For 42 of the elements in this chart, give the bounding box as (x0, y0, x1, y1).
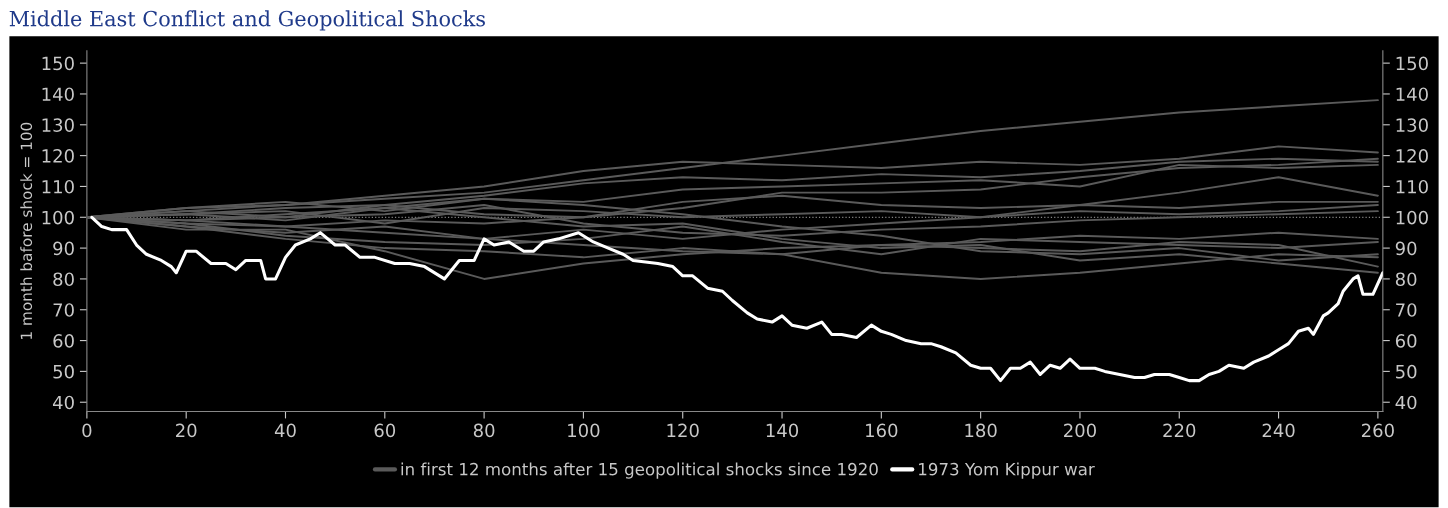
x-tick-label: 220 (1163, 423, 1196, 438)
y-tick-label: 140 (42, 87, 74, 102)
x-tick-label: 60 (374, 423, 396, 438)
y2-tick-label: 60 (1395, 334, 1417, 348)
y2-tick-label: 130 (1396, 118, 1428, 132)
legend-label: 1973 Yom Kippur war (919, 462, 1095, 479)
y-tick-label: 130 (42, 118, 74, 132)
y-tick-label: 40 (52, 395, 74, 410)
y2-tick-label: 140 (1396, 87, 1428, 102)
y-tick-label: 110 (42, 179, 74, 194)
y2-tick-label: 100 (1396, 210, 1428, 225)
y2-tick-label: 110 (1396, 179, 1428, 194)
x-tick-label: 20 (176, 423, 197, 438)
x-tick-label: 260 (1361, 423, 1394, 438)
y2-tick-label: 40 (1395, 395, 1417, 410)
x-tick-label: 160 (866, 423, 898, 438)
y-tick-label: 60 (53, 334, 74, 348)
y-tick-label: 80 (53, 272, 74, 287)
y-tick-label: 70 (53, 303, 74, 317)
y-axis-title: 1 month bafore shock = 100 (20, 122, 33, 339)
x-tick-label: 120 (667, 423, 699, 438)
y-tick-label: 120 (42, 149, 74, 163)
y2-tick-label: 50 (1396, 364, 1417, 379)
chart-title: Middle East Conflict and Geopolitical Shocks (9, 10, 485, 31)
legend-label: in first 12 months after 15 geopolitical shocks since 1920 (401, 462, 878, 479)
y-tick-label: 50 (53, 364, 74, 379)
y-tick-label: 90 (53, 241, 74, 256)
y2-tick-label: 150 (1396, 56, 1428, 71)
x-tick-label: 140 (766, 423, 799, 438)
x-tick-label: 40 (274, 423, 296, 438)
x-tick-label: 240 (1262, 423, 1295, 438)
y2-tick-label: 80 (1395, 272, 1417, 287)
y2-tick-label: 120 (1396, 149, 1428, 163)
y2-tick-label: 90 (1395, 241, 1417, 256)
y-tick-label: 150 (42, 56, 74, 71)
x-tick-label: 200 (1064, 423, 1096, 438)
y2-tick-label: 70 (1396, 303, 1417, 317)
x-tick-label: 180 (965, 423, 997, 438)
x-tick-label: 80 (473, 423, 495, 438)
x-tick-label: 100 (568, 423, 600, 438)
y-tick-label: 100 (42, 210, 74, 225)
x-tick-label: 0 (82, 423, 92, 438)
